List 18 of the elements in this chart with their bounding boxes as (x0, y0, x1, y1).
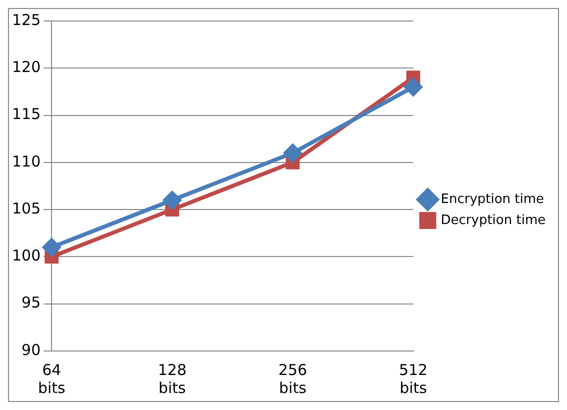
y-tick-label: 95 (22, 294, 41, 312)
legend-label: Encryption time (440, 192, 544, 207)
point (284, 144, 302, 162)
y-tick-label: 125 (12, 10, 41, 29)
y-tick-label: 115 (12, 105, 41, 124)
x-tick-label: 512 bits (398, 360, 428, 397)
point (163, 191, 182, 210)
y-tick-label: 100 (12, 246, 41, 265)
x-tick-label: 256 bits (278, 360, 308, 397)
point (42, 238, 61, 256)
x-tick-label: 64 bits (38, 360, 66, 397)
y-tick-label: 105 (12, 199, 41, 218)
point (404, 78, 422, 96)
y-tick-label: 110 (12, 152, 41, 170)
x-tick-label: 128 bits (158, 360, 186, 397)
legend-label: Decryption time (440, 212, 546, 228)
y-tick-label: 90 (22, 340, 41, 359)
y-tick-label: 120 (12, 58, 41, 76)
